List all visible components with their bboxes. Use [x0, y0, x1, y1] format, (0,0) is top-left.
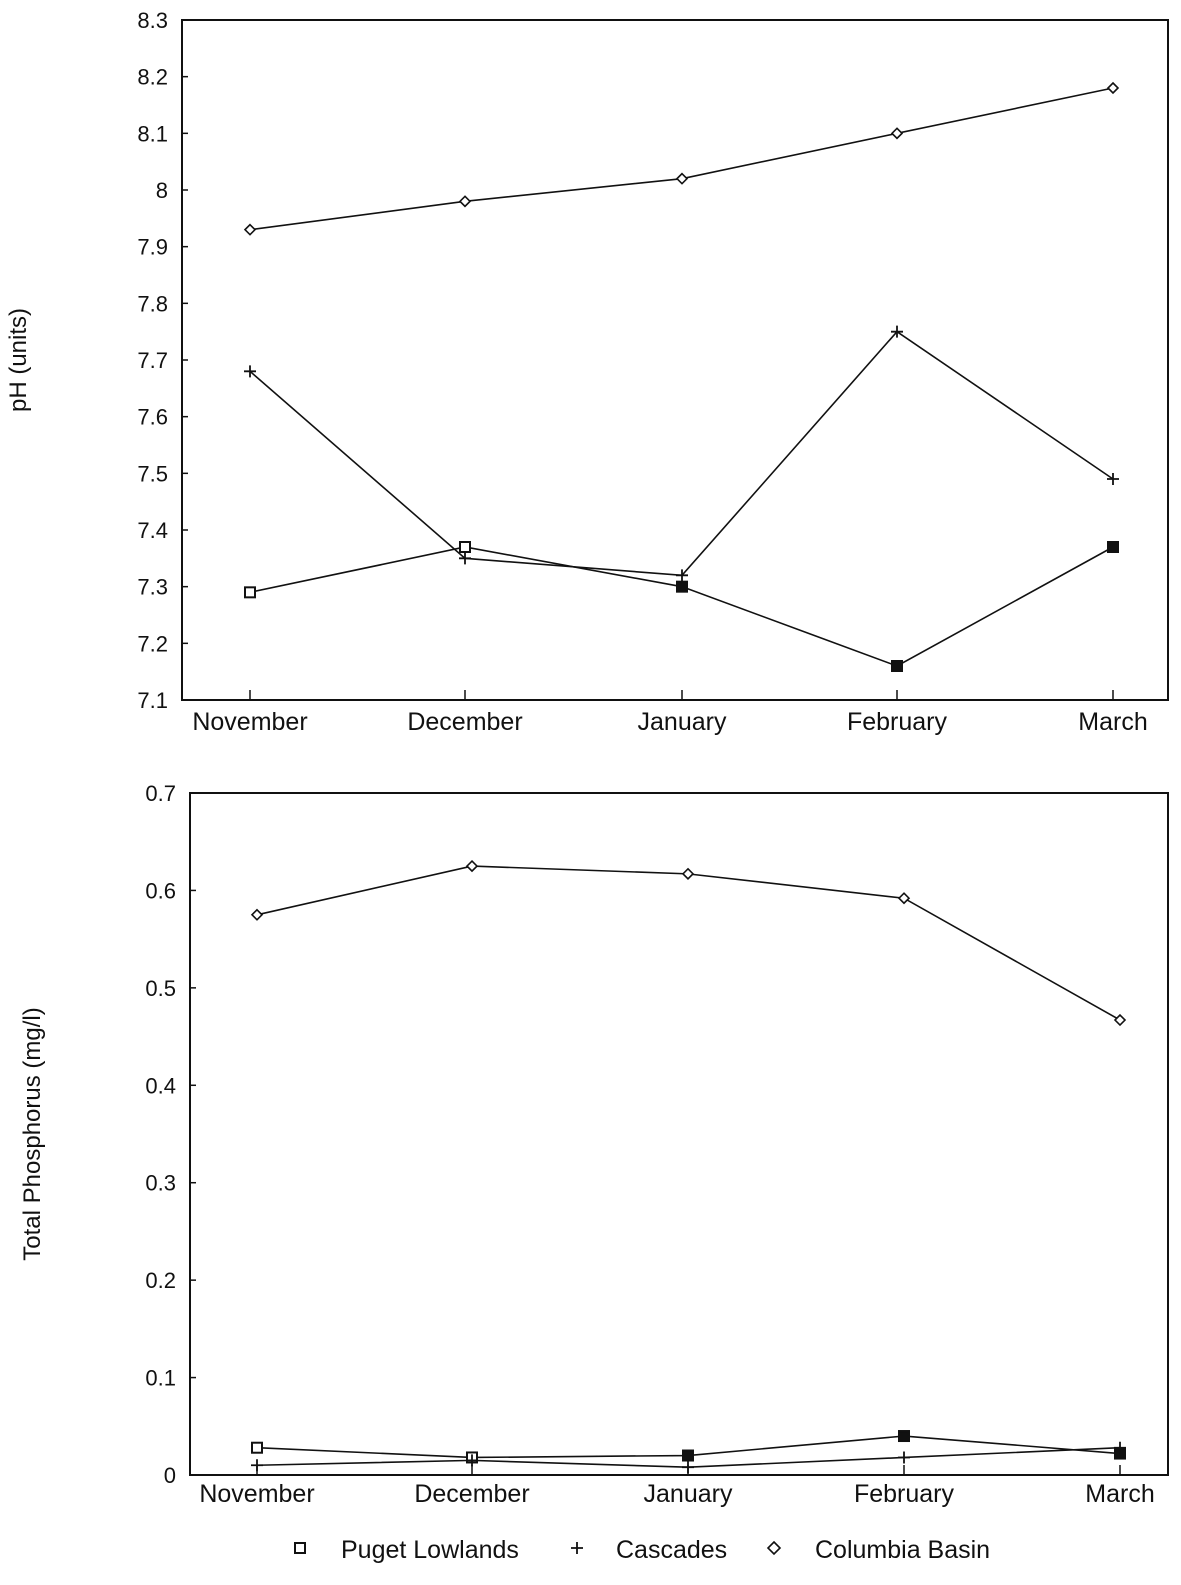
y-tick-label: 0.2 [145, 1268, 176, 1293]
total-phosphorus-axis-title: Total Phosphorus (mg/l) [19, 1007, 46, 1260]
data-point-columbia-basin [243, 223, 257, 236]
x-category-label: November [192, 708, 307, 736]
x-category-label: November [199, 1480, 314, 1508]
data-point-cascades [676, 569, 688, 582]
y-tick-label: 7.4 [137, 518, 168, 543]
x-category-label: March [1078, 708, 1147, 736]
data-point-columbia-basin [1113, 1013, 1127, 1027]
series-line-puget-lowlands [249, 546, 1114, 667]
y-tick-label: 7.6 [137, 405, 168, 430]
y-tick-label: 8 [156, 178, 168, 203]
x-category-label: January [644, 1480, 733, 1508]
data-point-columbia-basin [465, 859, 479, 873]
data-point-columbia-basin [458, 195, 472, 208]
y-tick-label: 7.1 [137, 688, 168, 713]
legend-label-columbia-basin: Columbia Basin [815, 1536, 990, 1564]
y-tick-label: 8.1 [137, 121, 168, 146]
data-point-puget-lowlands [891, 660, 903, 672]
data-point-cascades [1107, 473, 1119, 485]
ph-chart: 8.3 8.2 8.1 8 7.9 7.8 7.7 7.6 7.5 7.4 7.3 7.2 7.1 Nov… [5, 8, 1169, 736]
y-tick-label: 7.7 [137, 348, 168, 373]
y-tick-label: 0.5 [145, 976, 176, 1001]
data-point-cascades [466, 1454, 478, 1467]
data-point-columbia-basin [250, 908, 264, 921]
y-tick-label: 7.5 [137, 461, 168, 486]
series-line-columbia-basin [256, 865, 1121, 1021]
data-point-puget-lowlands [898, 1430, 910, 1443]
legend-marker-columbia-basin [766, 1540, 782, 1556]
y-tick-label: 0.4 [145, 1073, 176, 1098]
data-point-cascades [891, 325, 903, 338]
y-tick-label: 7.2 [137, 631, 168, 656]
x-category-label: February [847, 708, 948, 736]
x-category-label: February [854, 1480, 955, 1508]
data-point-cascades [459, 552, 471, 565]
plot-frame [189, 792, 1169, 1476]
data-point-columbia-basin [675, 172, 689, 185]
y-tick-label: 7.3 [137, 575, 168, 600]
ph-axis-title: pH (units) [5, 308, 32, 412]
data-point-columbia-basin [681, 867, 695, 880]
legend-label-puget-lowlands: Puget Lowlands [341, 1536, 519, 1564]
data-point-cascades [244, 365, 256, 378]
y-tick-label: 0.7 [145, 781, 176, 806]
y-tick-label: 0 [164, 1463, 176, 1488]
data-point-puget-lowlands [251, 1441, 263, 1454]
y-tick-label: 7.8 [137, 291, 168, 316]
y-tick-label: 0.1 [145, 1366, 176, 1391]
x-category-label: December [414, 1480, 529, 1508]
data-point-columbia-basin [890, 127, 904, 140]
x-category-label: March [1085, 1480, 1154, 1508]
data-point-puget-lowlands [676, 580, 688, 593]
x-category-label: January [638, 708, 727, 736]
data-point-cascades [682, 1461, 694, 1474]
legend-marker-puget-lowlands [294, 1542, 306, 1554]
data-point-columbia-basin [897, 892, 911, 905]
series-line-columbia-basin [249, 87, 1114, 231]
y-tick-label: 0.6 [145, 878, 176, 903]
data-point-puget-lowlands [682, 1449, 694, 1462]
y-tick-label: 8.3 [137, 8, 168, 33]
data-point-puget-lowlands [244, 586, 256, 599]
series-line-cascades [249, 330, 1114, 577]
data-point-columbia-basin [1106, 81, 1120, 95]
data-point-cascades [1114, 1441, 1126, 1454]
data-point-cascades [898, 1451, 910, 1464]
data-point-puget-lowlands [459, 541, 471, 553]
data-point-puget-lowlands [1107, 541, 1119, 553]
legend-marker-cascades [571, 1542, 583, 1554]
data-point-cascades [251, 1459, 263, 1472]
x-category-label: December [407, 708, 522, 736]
legend: Puget Lowlands Cascades Columbia Basin [294, 1536, 990, 1564]
phosphorus-chart: 0.7 0.6 0.5 0.4 0.3 0.2 0.1 0 November December Ja… [19, 781, 1169, 1508]
y-tick-label: 0.3 [145, 1171, 176, 1196]
y-tick-label: 7.9 [137, 235, 168, 260]
legend-label-cascades: Cascades [616, 1536, 727, 1564]
y-tick-label: 8.2 [137, 65, 168, 90]
